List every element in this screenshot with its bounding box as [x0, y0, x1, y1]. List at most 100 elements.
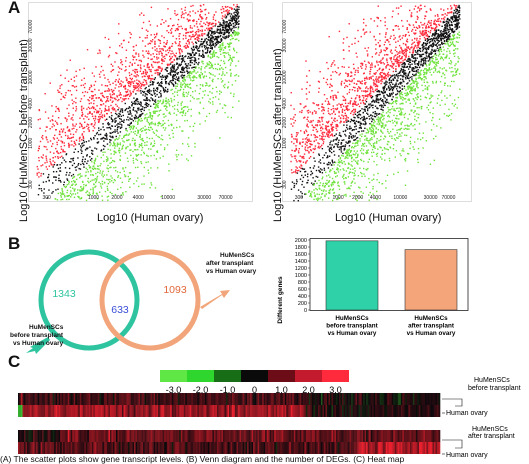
scatter-point: [86, 108, 88, 110]
scatter-point: [401, 82, 403, 84]
scatter-point: [197, 47, 200, 49]
scatter-point: [214, 96, 217, 98]
scatter-point: [224, 37, 226, 40]
scatter-point: [176, 104, 179, 106]
scatter-point: [363, 95, 365, 97]
scatter-point: [93, 183, 95, 185]
scatter-point: [233, 93, 235, 95]
scatter-point: [106, 113, 108, 115]
scatter-point: [377, 64, 379, 66]
scatter-point: [162, 113, 164, 116]
scatter-point: [219, 25, 221, 28]
scatter-point: [414, 89, 416, 91]
scatter-point: [122, 144, 124, 147]
scatter-point: [214, 52, 216, 54]
scatter-point: [410, 82, 413, 85]
scatter-point: [156, 69, 158, 72]
scatter-point: [412, 67, 414, 69]
scatter-point: [230, 29, 233, 31]
scatter-point: [49, 82, 51, 84]
scatter-point: [110, 153, 112, 155]
scatter-point: [398, 59, 400, 62]
scatter-point: [146, 144, 148, 146]
scatter-point: [135, 75, 137, 77]
scatter-point: [144, 37, 147, 39]
scatter-point: [36, 165, 38, 168]
scatter-point: [183, 74, 186, 77]
scatter-point: [422, 45, 424, 48]
scatter-point: [81, 134, 83, 136]
scatter-point: [198, 40, 200, 42]
scatter-point: [70, 94, 73, 96]
scatter-point: [385, 80, 387, 82]
scatter-point: [336, 138, 338, 140]
scatter-point: [64, 196, 66, 198]
scatter-point: [143, 84, 145, 87]
scatter-point: [119, 67, 121, 70]
scatter-point: [327, 107, 330, 110]
scatter-point: [194, 146, 196, 148]
scatter-point: [133, 100, 136, 103]
scatter-point: [101, 100, 103, 102]
scatter-point: [458, 22, 460, 24]
scatter-point: [452, 16, 455, 18]
scatter-point: [446, 17, 449, 20]
scatter-point: [401, 66, 403, 68]
scatter-point: [422, 57, 425, 60]
scatter-point: [225, 25, 228, 27]
scatter-point: [365, 81, 367, 84]
scatter-point: [154, 101, 157, 103]
scatter-point: [209, 56, 211, 58]
scatter-point: [75, 123, 78, 125]
scatter-point: [402, 68, 404, 71]
scatter-point: [134, 149, 136, 151]
scatter-point: [235, 22, 237, 25]
scatter-point: [102, 170, 104, 172]
scatter-point: [424, 33, 426, 36]
scatter-point: [387, 95, 390, 97]
scatter-point: [420, 59, 423, 61]
scatter-point: [170, 53, 172, 55]
scatter-point: [364, 123, 366, 125]
scatter-point: [425, 44, 427, 47]
scatter-point: [89, 112, 91, 114]
scatter-point: [336, 129, 338, 131]
scatter-point: [142, 72, 145, 74]
scatter-point: [138, 143, 141, 146]
scatter-point: [223, 37, 225, 39]
scatter-point: [450, 11, 453, 13]
scatter-point: [409, 92, 412, 94]
scatter-point: [307, 126, 309, 128]
scatter-point: [224, 36, 226, 38]
scatter-point: [83, 183, 85, 186]
scatter-point: [150, 34, 152, 36]
scatter-point: [354, 126, 356, 128]
scatter-point: [391, 88, 394, 91]
scatter-point: [149, 105, 152, 107]
scatter-point: [301, 111, 303, 114]
scatter-point: [98, 97, 100, 99]
scatter-point: [109, 191, 111, 194]
scatter-point: [95, 133, 98, 135]
scatter-point: [409, 51, 411, 54]
scatter-point: [393, 74, 396, 76]
scatter-point: [70, 78, 73, 80]
scatter-point: [397, 52, 400, 54]
scatter-point: [309, 167, 311, 169]
scatter-point: [198, 74, 201, 76]
scatter-point: [380, 129, 382, 131]
scatter-point: [128, 178, 130, 181]
scatter-point: [181, 55, 183, 57]
scatter-point: [222, 19, 224, 21]
scatter-point: [187, 143, 189, 145]
scatter-point: [372, 75, 374, 77]
scatter-point: [159, 67, 161, 69]
scatter-point: [234, 9, 237, 11]
scatter-point: [178, 41, 181, 43]
scatter-point: [412, 51, 415, 54]
scatter-point: [93, 124, 96, 126]
scatter-point: [177, 101, 179, 104]
scatter-point: [364, 99, 367, 101]
scatter-point: [176, 27, 179, 30]
scatter-point: [365, 145, 368, 147]
